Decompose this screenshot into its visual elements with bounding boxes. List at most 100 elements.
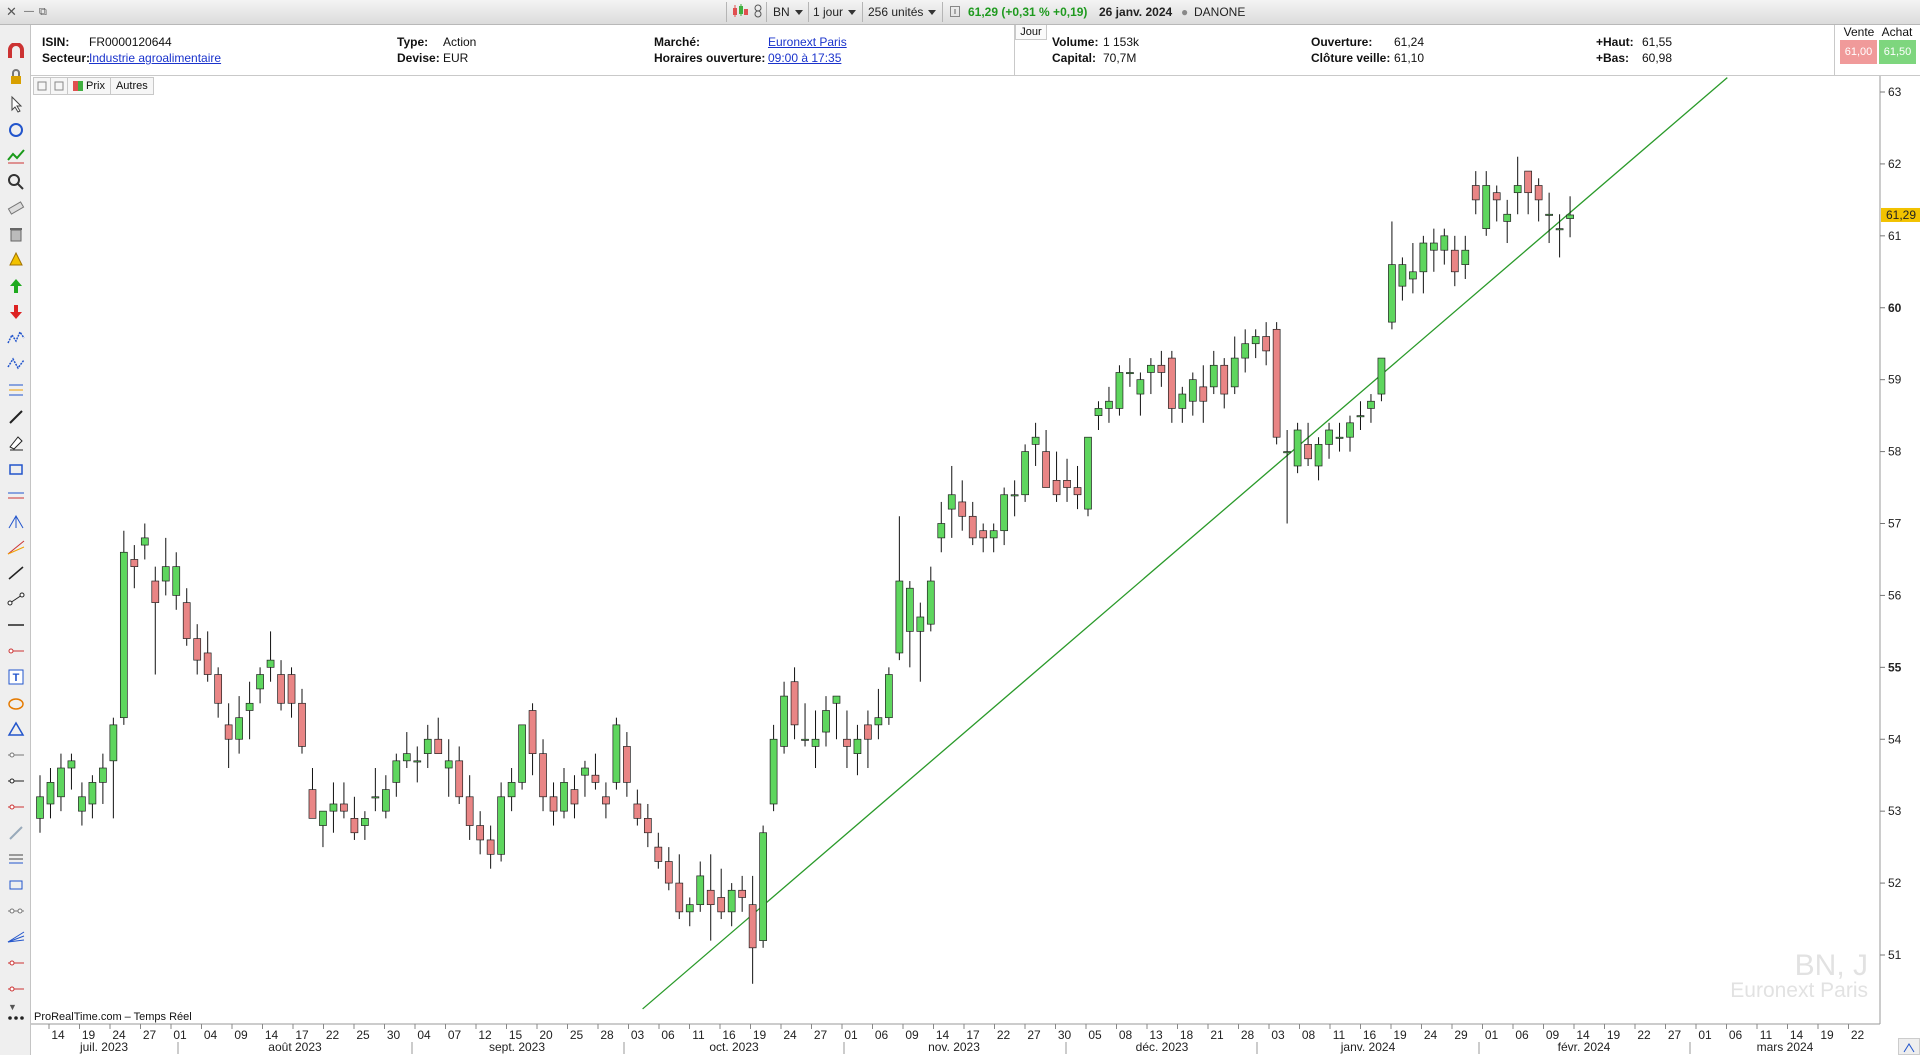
marche-link[interactable]: Euronext Paris bbox=[768, 35, 847, 49]
candle bbox=[905, 581, 914, 668]
fan-icon[interactable] bbox=[5, 927, 27, 947]
fib-extension-icon[interactable] bbox=[5, 849, 27, 869]
candle bbox=[78, 782, 86, 826]
stop-line-icon[interactable] bbox=[5, 953, 27, 973]
node-line-icon[interactable] bbox=[5, 901, 27, 921]
candle-body bbox=[769, 738, 778, 805]
detach-icon[interactable] bbox=[51, 78, 68, 94]
ellipse-icon[interactable] bbox=[5, 693, 27, 713]
segment-icon[interactable] bbox=[5, 589, 27, 609]
autoscale-icon[interactable] bbox=[1898, 1038, 1920, 1055]
x-tick-label: 27 bbox=[1668, 1028, 1682, 1042]
candle-body bbox=[1566, 214, 1574, 219]
candle-body bbox=[277, 674, 285, 704]
candle-body bbox=[1262, 336, 1271, 352]
restore-icon[interactable]: ⧉ bbox=[39, 6, 47, 18]
sell-arrow-icon[interactable] bbox=[5, 302, 27, 322]
candle-body bbox=[696, 875, 705, 906]
candle-body bbox=[340, 803, 348, 812]
elliott-icon[interactable] bbox=[5, 328, 27, 348]
settings-icon[interactable] bbox=[752, 3, 764, 21]
gann-icon[interactable] bbox=[5, 537, 27, 557]
candle-type-icon[interactable] bbox=[731, 3, 749, 21]
y-tick-label: 53 bbox=[1888, 804, 1902, 818]
scroll-down-icon[interactable]: ▼ bbox=[8, 1002, 17, 1012]
x-tick-label: 14 bbox=[265, 1028, 279, 1042]
units-select[interactable]: 256 unités bbox=[868, 3, 936, 21]
candle-body bbox=[140, 537, 149, 546]
candle-body bbox=[423, 738, 432, 754]
achat-button[interactable]: 61,50 bbox=[1879, 40, 1916, 64]
indicator-icon[interactable] bbox=[5, 146, 27, 166]
candle-body bbox=[465, 796, 474, 826]
candle-body bbox=[99, 767, 107, 783]
horaires-link[interactable]: 09:00 à 17:35 bbox=[768, 51, 842, 65]
ticker-select[interactable]: BN bbox=[773, 3, 803, 21]
text-icon[interactable]: T bbox=[5, 667, 27, 687]
period-select[interactable]: 1 jour bbox=[813, 3, 856, 21]
ruler-icon[interactable] bbox=[5, 198, 27, 218]
triangle-icon[interactable] bbox=[5, 719, 27, 739]
month-label: oct. 2023 bbox=[709, 1040, 759, 1054]
candle-body bbox=[1157, 364, 1166, 373]
pen-icon[interactable] bbox=[5, 407, 27, 427]
candle-body bbox=[528, 710, 537, 754]
pitchfork-icon[interactable] bbox=[5, 511, 27, 531]
ray-icon[interactable] bbox=[5, 771, 27, 791]
eraser-icon[interactable] bbox=[5, 433, 27, 453]
candle-body bbox=[172, 566, 181, 596]
candle-body bbox=[885, 674, 893, 719]
buy-arrow-icon[interactable] bbox=[5, 276, 27, 296]
price-ray-icon[interactable] bbox=[5, 797, 27, 817]
candle-body bbox=[1272, 328, 1281, 438]
minimize-icon[interactable]: — bbox=[24, 6, 34, 17]
volume-label: Volume: bbox=[1052, 35, 1099, 49]
target-line-icon[interactable] bbox=[5, 979, 27, 999]
candle-body bbox=[1230, 357, 1239, 388]
trash-icon[interactable] bbox=[5, 224, 27, 244]
close-icon[interactable]: ✕ bbox=[6, 4, 17, 19]
wave-abc-icon[interactable] bbox=[5, 354, 27, 374]
x-tick-label: 08 bbox=[1119, 1028, 1133, 1042]
magnet-icon[interactable] bbox=[5, 42, 27, 62]
candle bbox=[161, 537, 170, 596]
vente-label: Vente bbox=[1843, 25, 1875, 39]
vente-button[interactable]: 61,00 bbox=[1840, 40, 1877, 64]
candle bbox=[371, 768, 380, 812]
cycle-icon[interactable] bbox=[5, 120, 27, 140]
fibonacci-icon[interactable] bbox=[5, 380, 27, 400]
alert-icon[interactable] bbox=[5, 250, 27, 270]
line-icon[interactable] bbox=[5, 563, 27, 583]
candle bbox=[151, 566, 160, 675]
vertical-line-icon[interactable] bbox=[5, 745, 27, 765]
candle-body bbox=[1440, 235, 1449, 251]
x-tick-label: 05 bbox=[1088, 1028, 1102, 1042]
candle bbox=[591, 753, 600, 790]
pointer-icon[interactable] bbox=[5, 94, 27, 114]
candle-body bbox=[402, 753, 411, 762]
candle-body bbox=[46, 782, 55, 805]
prix-tab[interactable]: Prix bbox=[68, 78, 111, 94]
pencil-disabled-icon[interactable] bbox=[5, 823, 27, 843]
more-tools-icon[interactable] bbox=[5, 1008, 27, 1028]
candle-body bbox=[706, 889, 715, 906]
x-tick-label: 27 bbox=[814, 1028, 828, 1042]
autres-tab[interactable]: Autres bbox=[115, 80, 148, 92]
candle bbox=[1251, 329, 1260, 359]
lock-icon[interactable] bbox=[5, 67, 27, 87]
y-tick-label: 59 bbox=[1888, 373, 1902, 387]
rectangle-icon[interactable] bbox=[5, 459, 27, 479]
horizontal-ray-icon[interactable] bbox=[5, 641, 27, 661]
info-icon[interactable] bbox=[950, 3, 960, 21]
collapse-icon[interactable] bbox=[34, 78, 51, 94]
candle bbox=[643, 803, 652, 848]
horizontal-line-icon[interactable] bbox=[5, 615, 27, 635]
secteur-link[interactable]: Industrie agroalimentaire bbox=[89, 51, 222, 65]
parallel-icon[interactable] bbox=[5, 875, 27, 895]
candle bbox=[1084, 436, 1092, 517]
zoom-icon[interactable] bbox=[5, 172, 27, 192]
month-label: févr. 2024 bbox=[1558, 1040, 1611, 1054]
channel-icon[interactable] bbox=[5, 485, 27, 505]
candle bbox=[853, 724, 862, 776]
